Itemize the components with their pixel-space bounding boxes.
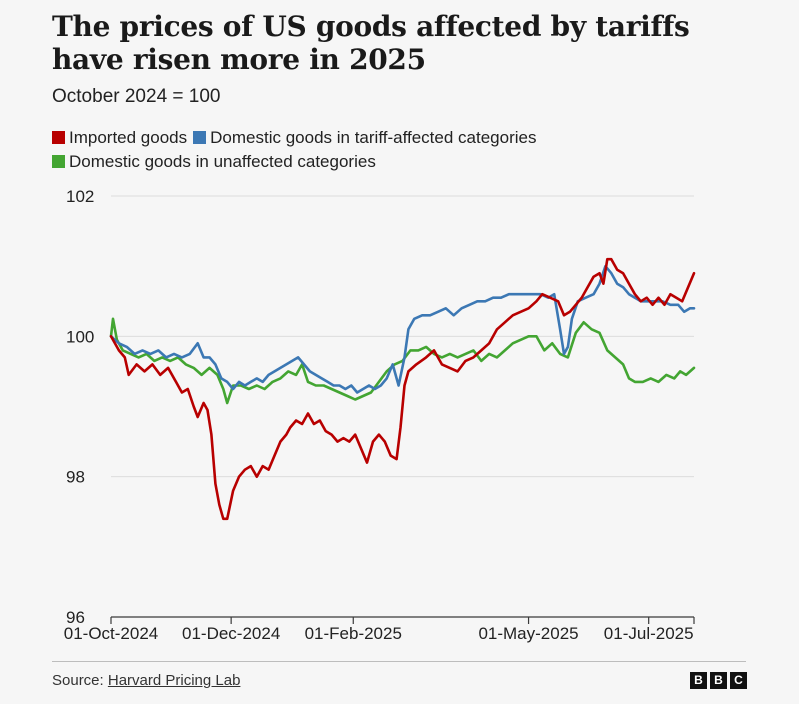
chart-title: The prices of US goods affected by tarif… <box>52 10 690 76</box>
legend-swatch-domestic-unaffected <box>52 155 65 168</box>
source-label: Source: <box>52 672 108 689</box>
chart-subtitle: October 2024 = 100 <box>52 86 221 107</box>
x-tick-label-5: 01-Jul-2025 <box>604 624 694 643</box>
bbc-logo-letter-2: B <box>710 672 727 689</box>
x-tick-label-1: 01-Oct-2024 <box>64 624 159 643</box>
legend-swatch-domestic-affected <box>193 131 207 144</box>
series-line-imported <box>109 257 696 521</box>
y-tick-label-96: 96 <box>66 608 85 627</box>
bbc-logo: B B C <box>690 672 747 689</box>
source-link[interactable]: Harvard Pricing Lab <box>107 672 241 689</box>
legend-item-imported: Imported goods <box>52 126 187 150</box>
bbc-logo-letter-1: B <box>690 672 707 689</box>
legend-row-1: Imported goods Domestic goods in tariff-a… <box>52 126 752 150</box>
bbc-logo-letter-3: C <box>730 672 747 689</box>
y-tick-label-98: 98 <box>66 468 85 487</box>
x-tick-label-3: 01-Feb-2025 <box>305 624 402 643</box>
chart-legend: Imported goods Domestic goods in tariff-a… <box>52 126 752 174</box>
footer-divider <box>52 661 746 662</box>
source-note: Source: Harvard Pricing Lab <box>52 672 240 689</box>
series-line-domestic-unaffected <box>109 317 696 405</box>
legend-item-domestic-unaffected: Domestic goods in unaffected categories <box>52 150 376 174</box>
legend-label-domestic-unaffected: Domestic goods in unaffected categories <box>69 152 376 171</box>
legend-swatch-imported <box>52 131 65 144</box>
legend-label-domestic-affected: Domestic goods in tariff-affected catego… <box>210 128 537 147</box>
y-tick-label-100: 100 <box>66 327 94 346</box>
legend-row-2: Domestic goods in unaffected categories <box>52 150 752 174</box>
y-tick-label-102: 102 <box>66 187 94 206</box>
x-tick-label-2: 01-Dec-2024 <box>182 624 280 643</box>
series-line-domestic-affected <box>109 264 696 394</box>
x-tick-label-4: 01-May-2025 <box>478 624 578 643</box>
legend-item-domestic-affected: Domestic goods in tariff-affected catego… <box>193 126 536 150</box>
legend-label-imported: Imported goods <box>69 128 188 147</box>
